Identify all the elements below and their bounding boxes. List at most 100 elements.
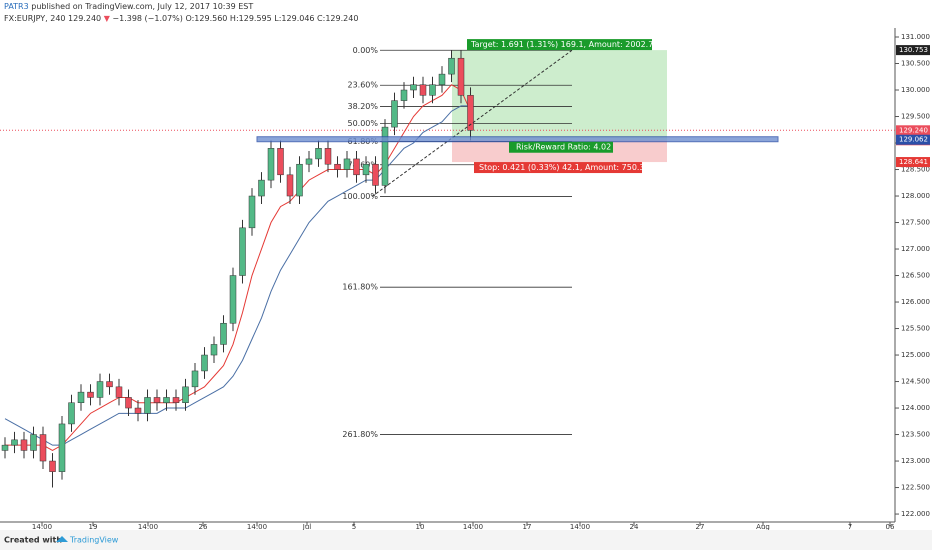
x-tick-label: 14:00 xyxy=(463,523,483,531)
x-tick-label: 19 xyxy=(89,523,98,531)
y-tick-label: 127.000 xyxy=(901,245,930,253)
y-tick-label: 129.500 xyxy=(901,113,930,121)
y-tick-label: 131.000 xyxy=(901,33,930,41)
candle-body xyxy=(96,381,104,398)
change: −1.398 (−1.07%) xyxy=(112,14,183,23)
candle-body xyxy=(87,391,94,398)
y-tick-label: 128.000 xyxy=(901,192,930,200)
candle-body xyxy=(400,89,408,101)
candle-body xyxy=(248,195,256,229)
last-price-tag: 129.240 xyxy=(899,126,928,134)
publisher-name: PATR3 xyxy=(4,2,29,11)
candle-body xyxy=(267,148,275,181)
candle-body xyxy=(182,386,189,403)
x-tick-label: 27 xyxy=(696,523,705,531)
x-tick-label: 14:00 xyxy=(570,523,590,531)
y-tick-label: 124.000 xyxy=(901,404,930,412)
stop-label: Stop: 0.421 (0.33%) 42.1, Amount: 750.35 xyxy=(479,163,650,172)
fib-label: 261.80% xyxy=(342,430,378,439)
candle-body xyxy=(77,391,85,403)
x-tick-label: 14:00 xyxy=(138,523,158,531)
y-tick-label: 122.000 xyxy=(901,510,930,518)
moving-average xyxy=(5,84,471,452)
y-tick-label: 123.000 xyxy=(901,457,930,465)
last: 129.240 xyxy=(68,14,101,23)
fib-label: 50.00% xyxy=(347,119,378,128)
published: published on TradingView.com, July 12, 2… xyxy=(31,2,253,11)
target-tag: 130.753 xyxy=(899,46,928,54)
candle-body xyxy=(239,227,246,276)
y-tick-label: 130.000 xyxy=(901,86,930,94)
fib-label: 38.20% xyxy=(347,102,378,111)
moving-average xyxy=(4,105,471,446)
y-tick-label: 125.000 xyxy=(901,351,930,359)
candle-body xyxy=(277,148,284,176)
logo xyxy=(56,536,68,542)
candle-body xyxy=(58,423,66,472)
stop-tag-bg xyxy=(896,157,930,168)
x-tick-label: 14:00 xyxy=(247,523,267,531)
target-label-bg xyxy=(467,39,652,51)
candle-body xyxy=(419,84,427,96)
y-tick-label: 126.500 xyxy=(901,272,930,280)
candle-body xyxy=(20,439,28,451)
last-price-tag-bg xyxy=(896,125,930,136)
candle-body xyxy=(457,57,465,96)
stop-label-bg xyxy=(474,162,642,174)
candle-body xyxy=(39,434,47,462)
candle-body xyxy=(11,439,18,446)
candle-body xyxy=(1,444,9,451)
x-tick-label: Aug xyxy=(756,523,770,531)
candle-body xyxy=(220,322,227,345)
candle-body xyxy=(134,407,142,414)
candle-body xyxy=(210,344,218,356)
entry-band xyxy=(256,136,779,143)
candle-body xyxy=(49,460,56,472)
candle-body xyxy=(106,381,113,388)
candle-body xyxy=(153,397,161,403)
footer-bar xyxy=(0,530,932,550)
candle-body xyxy=(410,84,417,91)
candle-body xyxy=(362,163,370,176)
candle-body xyxy=(296,163,303,197)
symbol: FX:EURJPY, 240 xyxy=(4,14,66,23)
target-label: Target: 1.691 (1.31%) 169.1, Amount: 200… xyxy=(470,40,658,49)
y-tick-label: 126.000 xyxy=(901,298,930,306)
candle-body xyxy=(467,95,474,131)
y-tick-label: 130.500 xyxy=(901,60,930,68)
x-tick-label: 26 xyxy=(199,523,208,531)
y-tick-label: 123.500 xyxy=(901,431,930,439)
trend-line xyxy=(371,49,573,197)
candle-body xyxy=(30,434,37,451)
candle-body xyxy=(448,57,455,75)
ohlc: O:129.560 H:129.595 L:129.046 C:129.240 xyxy=(185,14,358,23)
candle-body xyxy=(172,397,180,403)
y-tick-label: 122.500 xyxy=(901,484,930,492)
x-tick-label: 5 xyxy=(352,523,356,531)
candle-body xyxy=(191,370,199,388)
candle-body xyxy=(381,126,389,186)
candle-body xyxy=(258,179,265,197)
candle-body xyxy=(334,163,341,170)
y-tick-label: 127.500 xyxy=(901,219,930,227)
y-tick-label: 125.500 xyxy=(901,325,930,333)
brand: TradingView xyxy=(69,536,119,545)
x-tick-label: 14:00 xyxy=(32,523,52,531)
ratio-label: Risk/Reward Ratio: 4.02 xyxy=(516,143,611,152)
candle-body xyxy=(68,402,75,425)
fib-label: 161.80% xyxy=(342,283,378,292)
candle-body xyxy=(391,100,398,128)
fib-label: 0.00% xyxy=(353,46,379,55)
candle-body xyxy=(324,148,332,165)
fib-label: 23.60% xyxy=(347,81,378,90)
symbol-line: FX:EURJPY, 240 129.240 ▼ −1.398 (−1.07%)… xyxy=(4,14,358,23)
x-tick-label: 17 xyxy=(523,523,532,531)
candle-body xyxy=(429,84,436,96)
fib-label: 100.00% xyxy=(342,192,378,201)
candle-body xyxy=(438,73,446,85)
x-tick-label: 7 xyxy=(848,523,852,531)
publisher: PATR3 published on TradingView.com, July… xyxy=(4,2,253,11)
candle-body xyxy=(125,397,132,409)
